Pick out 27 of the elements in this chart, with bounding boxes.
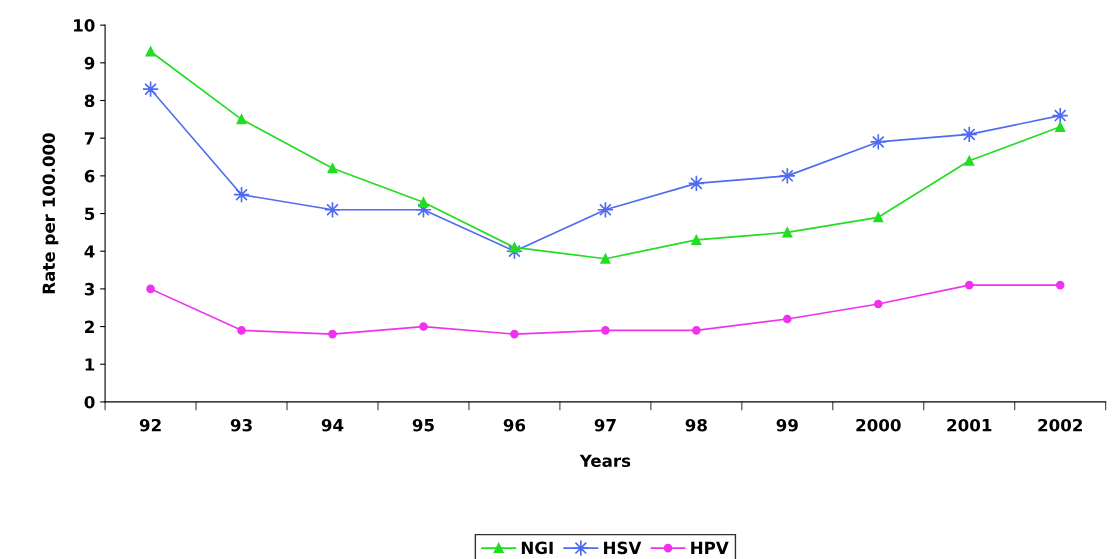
x-tick-label: 99 xyxy=(776,418,798,432)
x-axis-title: Years xyxy=(579,454,631,468)
x-tick-label: 2000 xyxy=(856,418,901,432)
x-tick-label: 2001 xyxy=(947,418,992,432)
y-tick-label: 1 xyxy=(85,358,95,371)
y-tick-label: 3 xyxy=(84,282,95,296)
y-tick-label: 0 xyxy=(84,395,95,409)
legend-label: HSV xyxy=(604,541,642,555)
x-tick-label: 98 xyxy=(685,418,707,432)
x-tick-label: 2002 xyxy=(1038,418,1082,432)
x-tick-label: 97 xyxy=(594,418,616,432)
y-tick-label: 4 xyxy=(84,245,95,258)
y-tick-label: 8 xyxy=(84,94,95,108)
x-tick-label: 94 xyxy=(321,418,344,432)
y-tick-label: 10 xyxy=(74,19,95,32)
legend-label: NGI xyxy=(521,541,553,555)
y-tick-label: 5 xyxy=(85,207,95,221)
x-tick-label: 92 xyxy=(139,418,161,432)
y-tick-label: 6 xyxy=(84,169,95,183)
y-tick-label: 9 xyxy=(84,56,95,70)
legend-label: HPV xyxy=(691,541,729,554)
x-tick-label: 93 xyxy=(230,418,252,432)
x-tick-label: 96 xyxy=(503,418,526,432)
y-axis-title: Rate per 100.000 xyxy=(42,133,59,294)
y-tick-label: 2 xyxy=(85,320,94,333)
y-tick-label: 7 xyxy=(84,132,95,145)
x-tick-label: 95 xyxy=(412,418,434,432)
